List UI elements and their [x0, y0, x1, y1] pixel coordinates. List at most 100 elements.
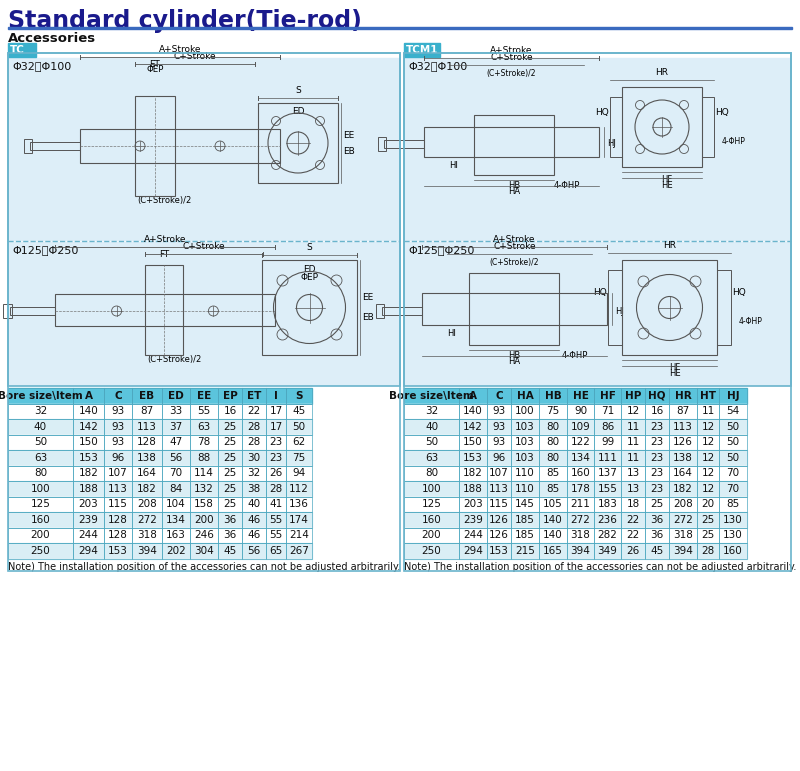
Text: 80: 80 — [425, 468, 438, 478]
Bar — [645, 497, 669, 512]
Bar — [621, 512, 645, 527]
Text: 150: 150 — [463, 437, 483, 447]
Bar — [104, 450, 132, 466]
Bar — [594, 466, 621, 481]
Bar — [190, 543, 218, 558]
Bar — [404, 497, 459, 512]
Bar — [645, 419, 669, 435]
Bar — [218, 388, 242, 403]
Text: FT: FT — [159, 250, 169, 259]
Bar — [132, 466, 162, 481]
Bar — [621, 543, 645, 558]
Bar — [539, 403, 567, 419]
Bar — [242, 435, 266, 450]
Bar — [8, 512, 73, 527]
Text: 200: 200 — [194, 515, 214, 525]
Bar — [132, 497, 162, 512]
Text: 33: 33 — [170, 406, 182, 416]
Text: EE: EE — [197, 391, 211, 401]
Text: 11: 11 — [626, 453, 640, 463]
Bar — [669, 512, 697, 527]
Bar — [621, 481, 645, 497]
Bar — [459, 435, 487, 450]
Bar — [266, 527, 286, 543]
Bar — [621, 466, 645, 481]
Bar — [242, 527, 266, 543]
Text: 130: 130 — [723, 530, 743, 540]
Text: 155: 155 — [598, 483, 618, 493]
Bar — [697, 388, 719, 403]
Text: HI: HI — [450, 161, 458, 170]
Bar — [286, 435, 312, 450]
Text: 93: 93 — [111, 406, 125, 416]
Bar — [645, 450, 669, 466]
Bar — [162, 527, 190, 543]
Text: 185: 185 — [515, 530, 535, 540]
Bar — [404, 388, 459, 403]
Text: 93: 93 — [492, 422, 506, 432]
Bar — [162, 466, 190, 481]
Bar — [459, 466, 487, 481]
Bar — [487, 403, 511, 419]
Text: 20: 20 — [702, 500, 714, 510]
Text: 125: 125 — [30, 500, 50, 510]
Bar — [511, 435, 539, 450]
Bar — [218, 450, 242, 466]
Bar — [645, 388, 669, 403]
Bar — [73, 543, 104, 558]
Bar — [594, 419, 621, 435]
Bar — [567, 543, 594, 558]
Text: 38: 38 — [247, 483, 261, 493]
Bar — [487, 450, 511, 466]
Bar — [104, 403, 132, 419]
Bar — [104, 512, 132, 527]
Bar — [511, 497, 539, 512]
Text: 32: 32 — [247, 468, 261, 478]
Bar — [404, 450, 459, 466]
Text: 88: 88 — [198, 453, 210, 463]
Bar — [669, 419, 697, 435]
Text: EB: EB — [343, 146, 354, 156]
Text: 103: 103 — [515, 453, 535, 463]
Text: 25: 25 — [223, 437, 237, 447]
Bar — [567, 450, 594, 466]
Bar — [132, 466, 162, 481]
Bar — [594, 512, 621, 527]
Text: 23: 23 — [650, 437, 664, 447]
Text: 22: 22 — [247, 406, 261, 416]
Text: 75: 75 — [546, 406, 560, 416]
Bar — [404, 543, 459, 558]
Bar — [132, 435, 162, 450]
Bar — [719, 543, 747, 558]
Bar — [719, 527, 747, 543]
Bar — [162, 497, 190, 512]
Text: 32: 32 — [34, 406, 47, 416]
Bar — [511, 388, 539, 403]
Text: C+Stroke: C+Stroke — [493, 242, 536, 251]
Bar — [539, 512, 567, 527]
Bar — [645, 466, 669, 481]
Text: 36: 36 — [223, 530, 237, 540]
Bar — [621, 512, 645, 527]
Text: HA: HA — [508, 187, 520, 196]
Bar — [567, 388, 594, 403]
Text: 153: 153 — [489, 546, 509, 556]
Text: 25: 25 — [223, 468, 237, 478]
Text: 46: 46 — [247, 515, 261, 525]
Bar — [404, 481, 459, 497]
Text: 160: 160 — [570, 468, 590, 478]
Text: 25: 25 — [223, 422, 237, 432]
Text: 4-ΦHP: 4-ΦHP — [722, 137, 746, 146]
Bar — [621, 388, 645, 403]
Bar — [487, 435, 511, 450]
Bar — [242, 527, 266, 543]
Text: 114: 114 — [194, 468, 214, 478]
Bar — [511, 419, 539, 435]
Bar — [266, 435, 286, 450]
Bar — [594, 481, 621, 497]
Bar — [622, 87, 702, 167]
Bar — [8, 419, 73, 435]
Bar — [376, 304, 384, 318]
Text: 70: 70 — [726, 483, 739, 493]
Text: 4-ΦHP: 4-ΦHP — [562, 351, 588, 360]
